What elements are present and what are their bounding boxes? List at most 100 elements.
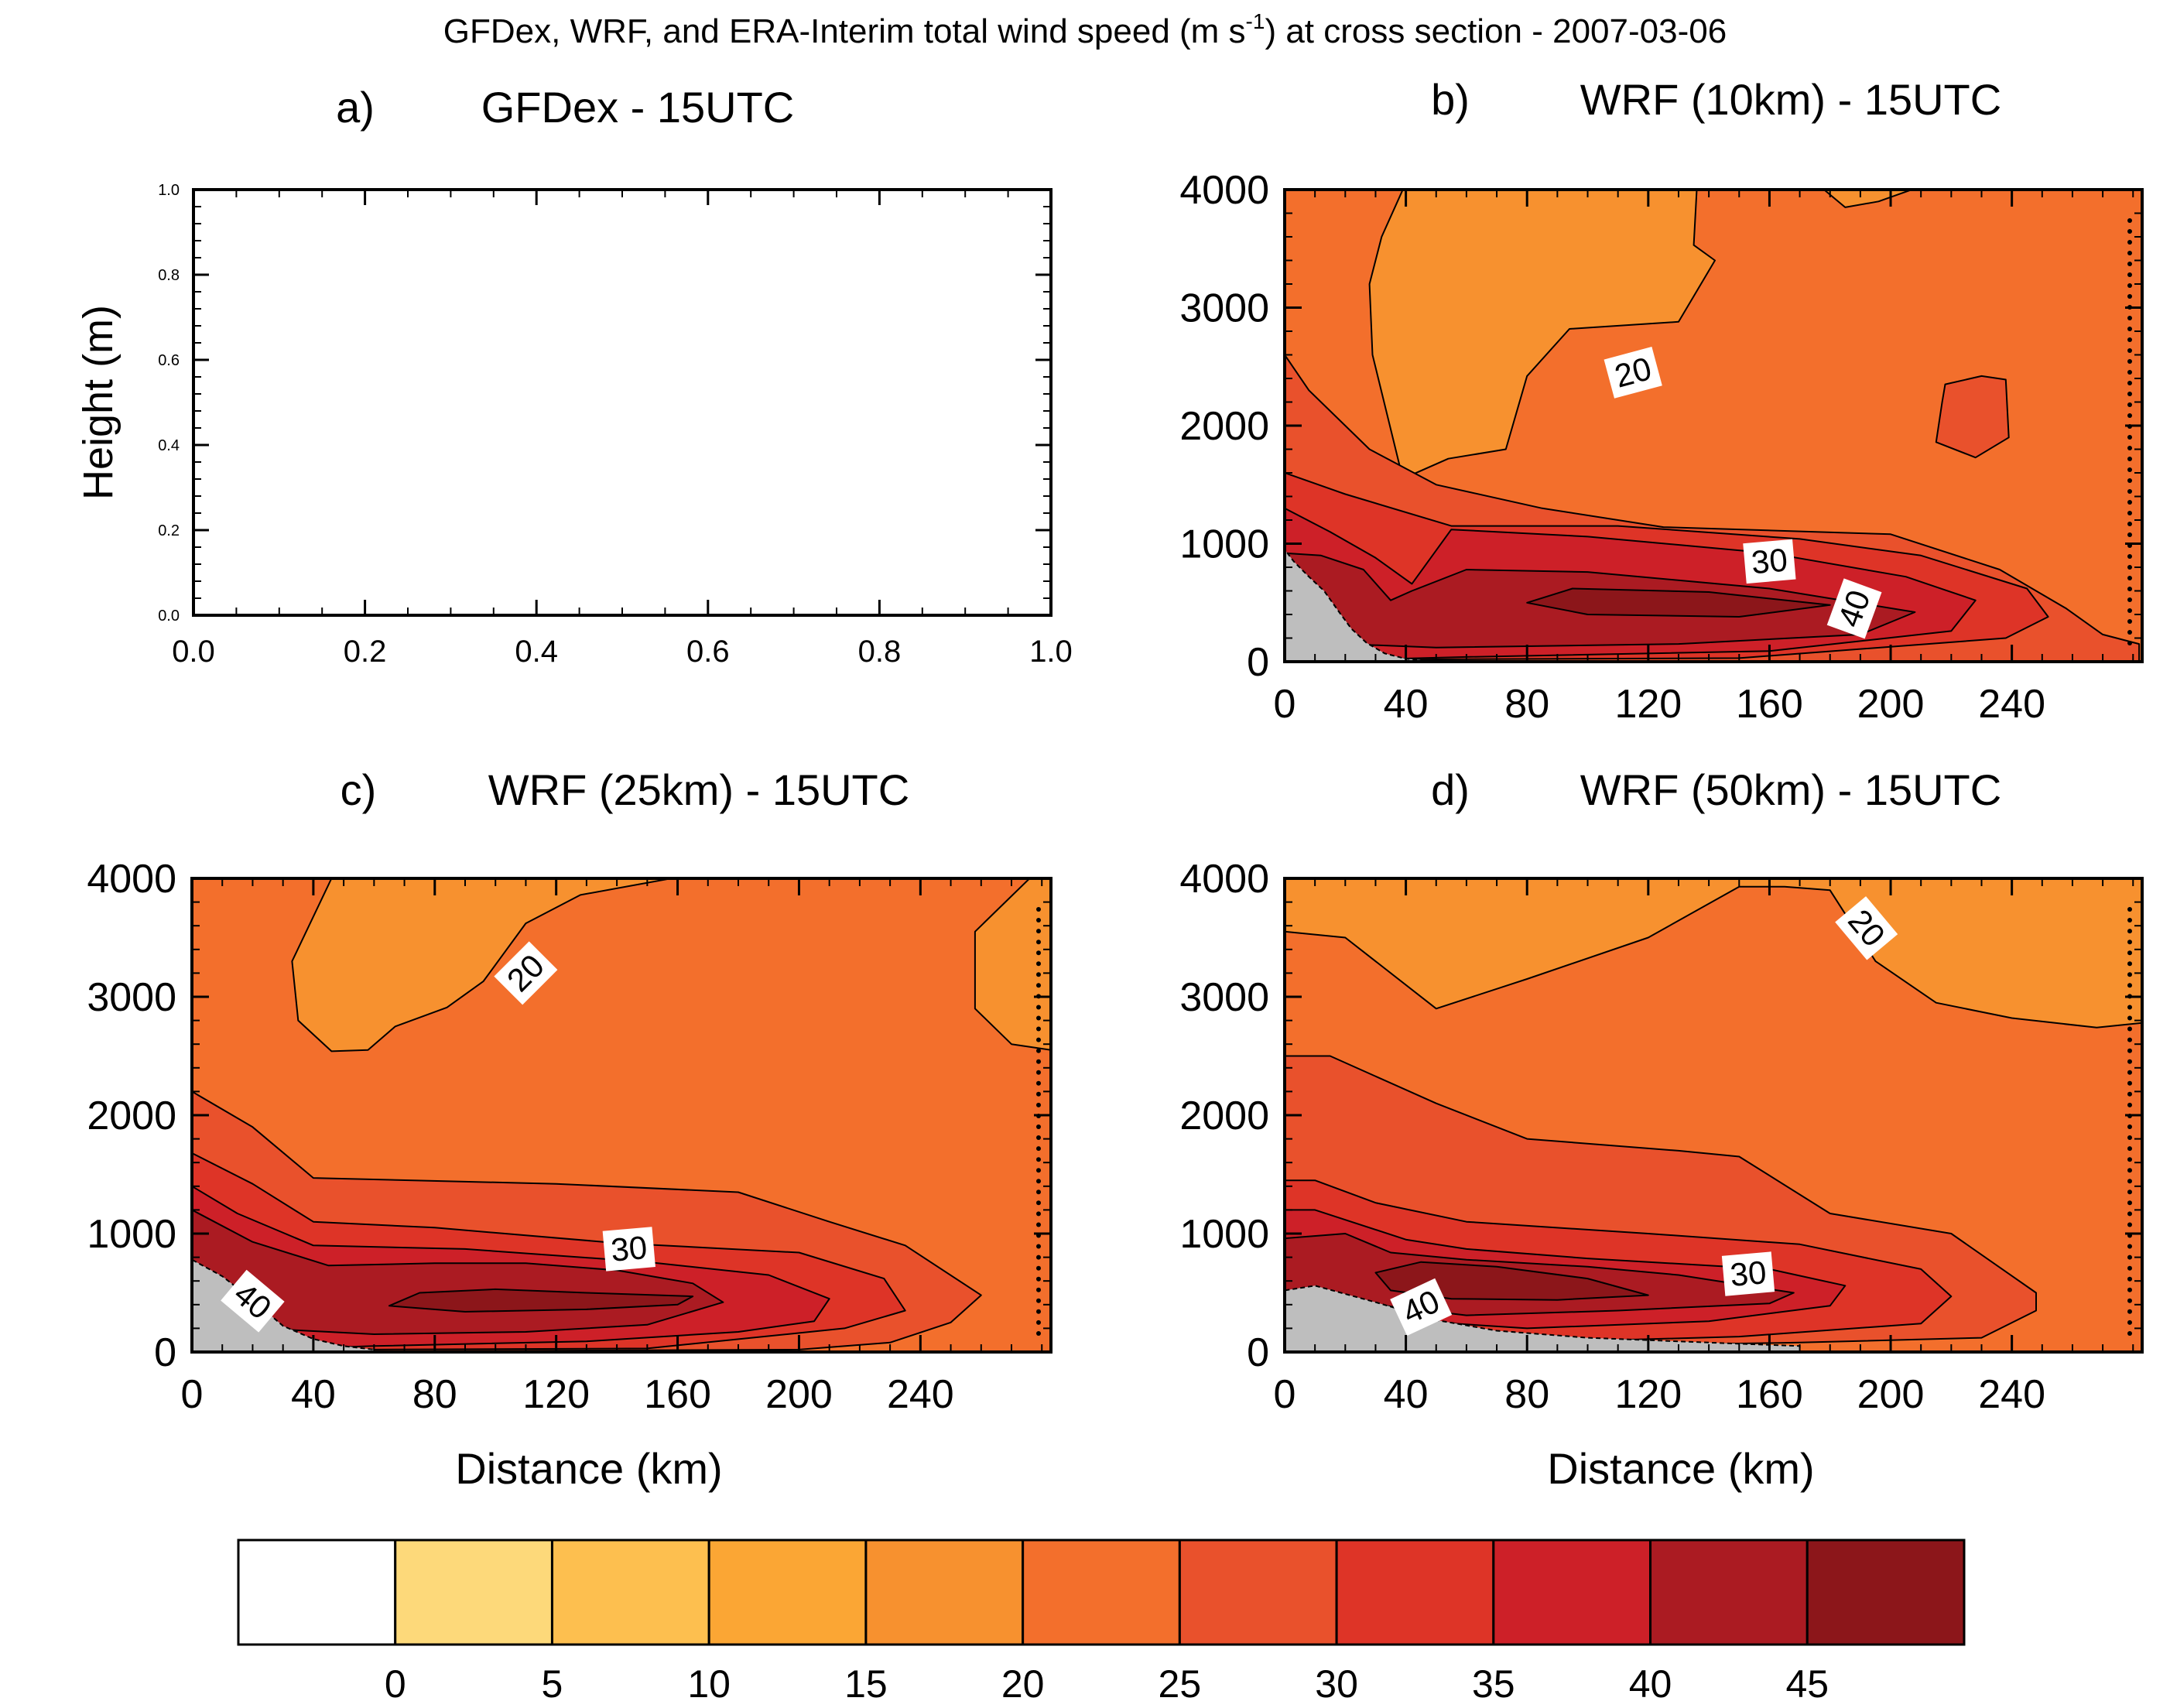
x-tick-label: 240 xyxy=(887,1372,954,1417)
colorbar-label: 45 xyxy=(1785,1662,1829,1706)
boundary-dot xyxy=(1036,1005,1041,1010)
y-tick-label: 4000 xyxy=(1179,857,1269,902)
boundary-dot xyxy=(2127,359,2132,364)
boundary-dot xyxy=(2127,500,2132,505)
x-tick-label: 0.0 xyxy=(172,635,215,669)
y-tick-label: 0.0 xyxy=(158,608,180,625)
boundary-dot xyxy=(1036,961,1041,967)
contour-region-4 xyxy=(291,878,673,1053)
boundary-dot xyxy=(1036,1179,1041,1184)
boundary-dot xyxy=(2127,251,2132,255)
x-tick-label: 0 xyxy=(1274,682,1296,727)
y-tick-label: 0.6 xyxy=(158,352,180,369)
colorbar-label: 10 xyxy=(687,1662,731,1706)
y-tick-label: 3000 xyxy=(1179,286,1269,331)
panel-title: WRF (10km) - 15UTC xyxy=(1580,75,2001,124)
boundary-dot xyxy=(1036,1254,1041,1260)
y-tick-label: 2000 xyxy=(1179,404,1269,449)
x-tick-label: 40 xyxy=(1384,1372,1429,1417)
panels: a) GFDex - 15UTC 0.0 0.2 0.4 0.6 0.8 1.0 0.0 0.2 0… xyxy=(75,75,2144,1493)
boundary-dot xyxy=(1036,983,1041,988)
contour-label-text: 30 xyxy=(609,1229,649,1268)
y-tick-label: 0.2 xyxy=(158,522,180,539)
boundary-dot xyxy=(2127,1179,2132,1184)
x-axis-label: Distance (km) xyxy=(1547,1444,1814,1493)
boundary-dot xyxy=(2127,1015,2132,1021)
contour-label: 20 xyxy=(1604,347,1662,399)
boundary-dot xyxy=(2127,348,2132,353)
contour-label-box xyxy=(1826,578,1882,639)
x-tick-label: 80 xyxy=(1504,682,1549,727)
boundary-dot xyxy=(1036,1080,1041,1086)
contour-label-box xyxy=(1835,896,1898,960)
boundary-dot xyxy=(2127,554,2132,559)
boundary-dot xyxy=(2127,370,2132,375)
boundary-dot xyxy=(2127,918,2132,922)
boundary-dot xyxy=(2127,587,2132,591)
boundary-dot xyxy=(2127,1189,2132,1195)
colorbar-label: 25 xyxy=(1159,1662,1202,1706)
boundary-dot xyxy=(2127,1102,2132,1107)
y-tick-label: 0.8 xyxy=(158,267,180,284)
x-tick-label: 200 xyxy=(765,1372,833,1417)
boundary-dot xyxy=(1036,1037,1041,1042)
y-tick-label: 2000 xyxy=(1179,1094,1269,1138)
boundary-dot xyxy=(2127,337,2132,342)
boundary-dot xyxy=(2127,1059,2132,1064)
panel-letter: c) xyxy=(341,765,377,814)
boundary-dot xyxy=(1036,1200,1041,1206)
panel-frame xyxy=(192,188,1052,617)
boundary-dot xyxy=(1036,972,1041,977)
boundary-dot xyxy=(2127,1211,2132,1217)
boundary-dot xyxy=(2127,1005,2132,1010)
contour-region-10 xyxy=(388,1288,694,1313)
colorbar-swatch xyxy=(1805,1539,1966,1646)
contour-region-4 xyxy=(974,878,1051,1051)
boundary-dot xyxy=(2127,262,2132,266)
contour-label: 30 xyxy=(602,1227,655,1272)
boundary-dot xyxy=(2127,1037,2132,1042)
boundary-dot xyxy=(1036,1309,1041,1314)
boundary-dot xyxy=(2127,1080,2132,1086)
boundary-dot xyxy=(2127,446,2132,450)
boundary-dot xyxy=(2127,522,2132,526)
panel-title: WRF (50km) - 15UTC xyxy=(1580,765,2001,814)
x-tick-label: 160 xyxy=(1736,682,1803,727)
panel-a: a) GFDex - 15UTC 0.0 0.2 0.4 0.6 0.8 1.0 0.0 0.2 0… xyxy=(75,83,1073,669)
boundary-dot xyxy=(2127,402,2132,407)
boundary-dot xyxy=(2127,294,2132,299)
boundary-dot xyxy=(2127,1222,2132,1227)
colorbar-swatch xyxy=(394,1539,553,1646)
colorbar-label: 15 xyxy=(844,1662,888,1706)
boundary-dot xyxy=(2127,392,2132,396)
boundary-dot xyxy=(2127,983,2132,988)
boundary-dot xyxy=(2127,1091,2132,1097)
contour-fills xyxy=(1285,878,2142,1352)
contour-region-4 xyxy=(1368,190,1716,480)
colorbar-swatch xyxy=(1492,1539,1652,1646)
boundary-dot xyxy=(2127,218,2132,223)
y-axis-label: Height (m) xyxy=(75,305,122,500)
x-tick-label: 120 xyxy=(522,1372,590,1417)
boundary-dot xyxy=(1036,1059,1041,1064)
boundary-dot xyxy=(2127,630,2132,635)
x-tick-label: 240 xyxy=(1978,682,2045,727)
figure-title-sup: -1 xyxy=(1246,9,1265,33)
y-tick-label: 1000 xyxy=(87,1212,176,1257)
boundary-dot xyxy=(2127,929,2132,934)
contour-label: 30 xyxy=(1743,539,1796,584)
contour-label-text: 30 xyxy=(1729,1254,1768,1293)
boundary-dot xyxy=(2127,576,2132,580)
panel-letter: b) xyxy=(1431,75,1470,124)
x-tick-label: 1.0 xyxy=(1029,635,1073,669)
contour-label-box xyxy=(1390,1278,1453,1336)
boundary-dot xyxy=(1036,907,1041,912)
colorbar-swatch xyxy=(550,1539,710,1646)
boundary-dot xyxy=(2127,1026,2132,1032)
x-tick-label: 120 xyxy=(1614,682,1682,727)
boundary-dot xyxy=(1036,1091,1041,1097)
contour-region-10 xyxy=(1526,587,1831,618)
